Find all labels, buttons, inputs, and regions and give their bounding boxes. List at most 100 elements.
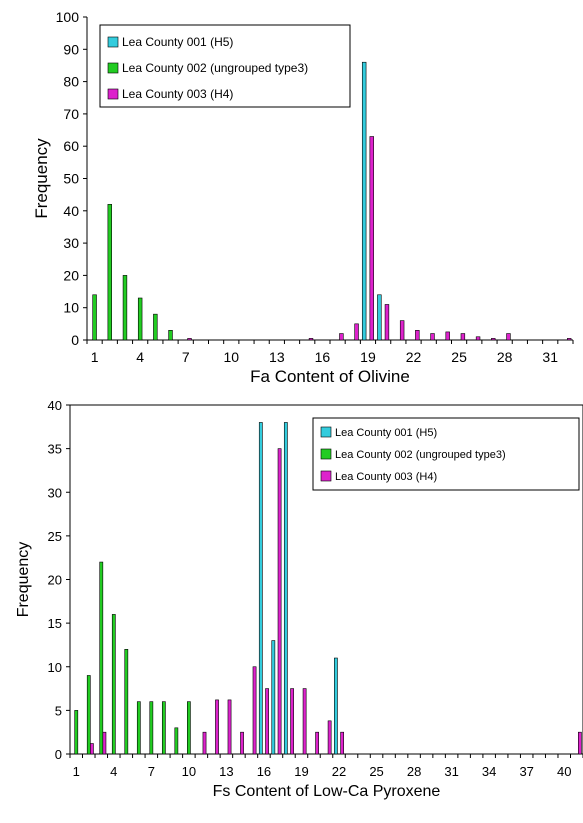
y-tick-label: 40 — [48, 400, 62, 413]
bar — [258, 422, 263, 755]
y-tick-label: 20 — [63, 267, 79, 283]
bar — [369, 136, 374, 341]
y-tick-label: 30 — [48, 485, 62, 500]
x-tick-label: 16 — [315, 349, 331, 365]
bar — [475, 336, 481, 341]
y-tick-label: 40 — [63, 203, 79, 219]
x-tick-label: 34 — [482, 764, 496, 779]
y-tick-label: 20 — [48, 573, 62, 588]
bar — [339, 333, 344, 341]
bar — [240, 731, 244, 755]
legend-swatch — [107, 62, 119, 74]
x-tick-label: 4 — [110, 764, 117, 779]
x-tick-label: 10 — [223, 349, 239, 365]
y-axis-label: Frequency — [15, 542, 32, 618]
x-tick-label: 28 — [407, 764, 421, 779]
x-tick-label: 40 — [557, 764, 571, 779]
y-axis-label: Frequency — [32, 138, 51, 219]
bar — [290, 688, 294, 755]
olivine-fa-histogram: 0 10 20 30 40 50 60 70 80 90 100 1 4 7 10 13 16 19 22 25 28 3… — [32, 9, 574, 386]
x-tick-label: 31 — [542, 349, 558, 365]
pyroxene-fs-histogram: 0 5 10 15 20 25 30 35 40 1 4 7 10 13 16 19 22 25 28 31 34 37 4… — [15, 400, 583, 800]
x-tick-label: 22 — [406, 349, 422, 365]
bar — [327, 720, 332, 755]
x-tick-label: 19 — [360, 349, 376, 365]
x-tick-label: 37 — [519, 764, 533, 779]
legend-swatch — [320, 426, 332, 438]
bar — [136, 701, 141, 755]
bar — [567, 338, 572, 341]
legend-swatch — [107, 36, 119, 48]
legend-swatch — [320, 448, 332, 460]
legend-label: Lea County 001 (H5) — [122, 35, 233, 49]
x-tick-label: 1 — [73, 764, 80, 779]
bar — [149, 701, 154, 755]
y-tick-label: 80 — [63, 74, 79, 90]
bar — [361, 61, 367, 341]
legend-label: Lea County 003 (H4) — [122, 87, 233, 101]
bar — [111, 614, 116, 755]
x-tick-label: 25 — [369, 764, 383, 779]
bar — [377, 294, 382, 341]
y-tick-label: 25 — [48, 529, 62, 544]
bar — [215, 699, 219, 755]
bar — [187, 701, 191, 755]
y-tick-label: 15 — [48, 616, 62, 631]
x-tick-label: 25 — [451, 349, 467, 365]
bar — [122, 275, 128, 341]
bar — [491, 338, 496, 341]
bar — [283, 422, 288, 755]
bar — [227, 699, 232, 755]
legend-label: Lea County 003 (H4) — [335, 471, 437, 483]
bar — [506, 333, 511, 341]
x-tick-label: 19 — [294, 764, 308, 779]
bar — [302, 688, 307, 755]
x-tick-label: 28 — [497, 349, 513, 365]
x-tick-label: 31 — [444, 764, 458, 779]
bar — [415, 330, 420, 341]
y-tick-label: 90 — [63, 41, 79, 57]
bar — [90, 743, 94, 755]
bar — [430, 333, 435, 341]
bar — [86, 675, 91, 755]
y-tick-label: 100 — [56, 9, 80, 25]
x-tick-label: 13 — [269, 349, 285, 365]
legend-swatch — [320, 470, 332, 482]
bar — [92, 294, 97, 341]
y-tick-label: 70 — [63, 106, 79, 122]
legend-box — [312, 417, 580, 491]
x-tick-label: 1 — [91, 349, 99, 365]
x-tick-label: 7 — [182, 349, 190, 365]
y-tick-label: 5 — [55, 703, 62, 718]
x-tick-label: 22 — [332, 764, 346, 779]
x-axis-label: Fs Content of Low-Ca Pyroxene — [213, 783, 441, 800]
bar — [340, 731, 345, 755]
legend-box — [99, 24, 351, 108]
bar — [445, 331, 450, 341]
bar — [187, 338, 192, 341]
x-axis-label: Fa Content of Olivine — [250, 367, 410, 386]
bar — [137, 297, 143, 341]
y-tick-label: 50 — [63, 171, 79, 187]
bar — [124, 649, 129, 755]
x-tick-label: 16 — [257, 764, 271, 779]
bar — [334, 657, 338, 755]
bar — [277, 448, 282, 755]
bar — [384, 304, 390, 341]
bar — [161, 701, 166, 755]
legend-label: Lea County 002 (ungrouped type3) — [122, 61, 308, 75]
bar — [102, 731, 107, 755]
bar — [153, 313, 158, 341]
bar — [252, 666, 257, 755]
y-tick-label: 10 — [63, 300, 79, 316]
bar — [308, 338, 314, 341]
bar — [578, 731, 582, 755]
legend-label: Lea County 002 (ungrouped type3) — [335, 449, 506, 461]
bar — [271, 640, 276, 755]
bar — [168, 330, 173, 341]
y-tick-label: 30 — [63, 235, 79, 251]
legend-label: Lea County 001 (H5) — [335, 427, 437, 439]
bar — [265, 688, 269, 755]
y-tick-label: 10 — [48, 660, 62, 675]
